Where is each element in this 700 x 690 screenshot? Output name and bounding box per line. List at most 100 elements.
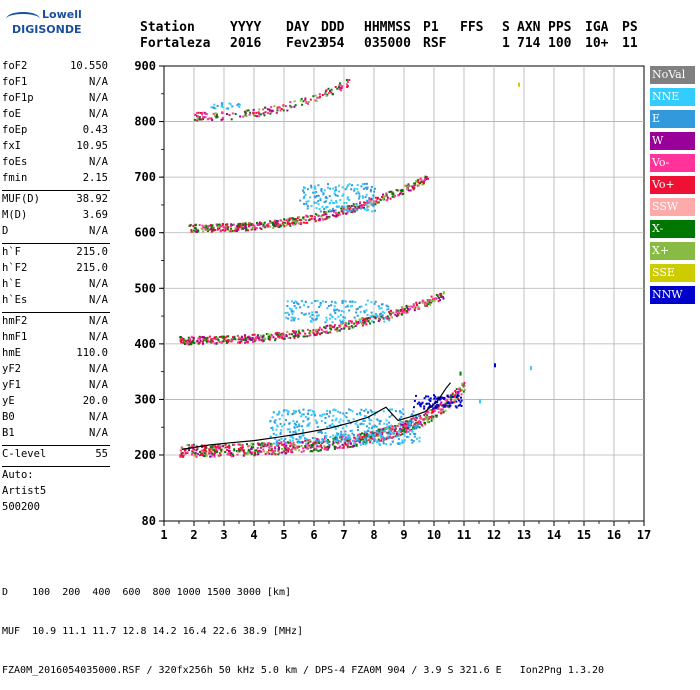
echo-point — [276, 109, 279, 112]
echo-point — [418, 426, 421, 429]
echo-point — [234, 229, 236, 232]
logo-line1: Lowell — [42, 8, 82, 21]
spread-echo-point — [368, 427, 371, 429]
spread-echo-point — [379, 316, 382, 319]
echo-point — [438, 296, 440, 299]
echo-point — [381, 432, 384, 435]
spread-echo-point — [291, 300, 293, 303]
echo-point — [192, 224, 195, 227]
echo-point — [450, 398, 453, 401]
echo-point — [297, 333, 300, 336]
spread-echo-point — [310, 320, 313, 323]
echo-point — [263, 114, 266, 117]
spread-echo-point — [370, 202, 373, 205]
echo-point — [198, 116, 201, 119]
echo-point — [316, 332, 319, 335]
spread-echo-point — [353, 316, 356, 319]
header-line1-col-10: IGA — [585, 20, 609, 35]
echo-point — [203, 336, 206, 339]
echo-point — [259, 446, 262, 449]
echo-point — [340, 435, 343, 438]
spread-echo-point — [388, 421, 391, 424]
spread-echo-point — [315, 314, 318, 317]
echo-point — [327, 331, 330, 334]
y-tick-label: 500 — [134, 281, 156, 295]
echo-point — [181, 341, 184, 344]
echo-point — [401, 433, 404, 436]
spread-echo-point — [354, 422, 357, 425]
echo-point — [198, 338, 201, 340]
echo-point — [404, 184, 407, 187]
echo-point — [276, 443, 279, 446]
y-tick-label: 800 — [134, 115, 156, 129]
echo-point — [267, 335, 270, 338]
spread-echo-point — [346, 209, 349, 212]
echo-point — [379, 428, 381, 431]
echo-point — [416, 421, 419, 424]
echo-point — [379, 199, 382, 201]
spread-echo-point — [348, 309, 351, 312]
spread-echo-point — [319, 197, 322, 200]
echo-point — [293, 223, 295, 226]
param-row: hmF2 N/A — [2, 315, 108, 331]
echo-point — [414, 417, 417, 420]
nnw-echo-point — [454, 405, 457, 408]
spread-echo-point — [402, 413, 405, 416]
nnw-echo-point — [423, 405, 426, 408]
echo-point — [418, 417, 421, 420]
spread-echo-point — [351, 304, 354, 307]
echo-point — [269, 220, 272, 223]
spread-echo-point — [413, 435, 416, 438]
spread-echo-point — [320, 190, 323, 193]
spread-echo-point — [333, 202, 336, 204]
echo-point — [291, 333, 293, 336]
echo-point — [269, 225, 272, 228]
param-key: h`Es — [2, 294, 28, 306]
spread-echo-point — [298, 428, 300, 431]
spread-echo-point — [349, 409, 352, 412]
spread-echo-point — [387, 425, 390, 428]
spread-echo-point — [361, 195, 364, 198]
echo-point — [243, 452, 246, 455]
echo-point — [318, 93, 321, 96]
echo-point — [388, 435, 391, 438]
echo-point — [331, 214, 334, 217]
echo-point — [240, 447, 243, 450]
echo-point — [325, 448, 328, 451]
echo-point — [194, 453, 197, 456]
spread-echo-point — [323, 413, 326, 416]
spread-echo-point — [314, 318, 317, 321]
echo-point — [385, 194, 388, 197]
echo-point — [293, 218, 296, 220]
echo-point — [361, 436, 364, 439]
spread-echo-point — [337, 184, 340, 187]
echo-point — [362, 440, 365, 443]
echo-point — [230, 118, 233, 121]
echo-point — [277, 449, 280, 452]
echo-point — [433, 299, 436, 302]
param-note: Artist5 — [2, 485, 47, 497]
echo-point — [312, 95, 315, 98]
echo-point — [427, 177, 429, 180]
spread-echo-point — [312, 412, 315, 415]
echo-point — [264, 106, 267, 109]
echo-point — [247, 445, 250, 448]
spread-echo-point — [323, 208, 326, 210]
isolated-echo-point — [530, 366, 532, 371]
echo-point — [264, 111, 267, 114]
echo-point — [217, 445, 220, 448]
param-row: h`Es N/A — [2, 294, 108, 310]
spread-echo-point — [357, 190, 360, 193]
param-note: 500200 — [2, 501, 40, 513]
spread-echo-point — [359, 320, 361, 322]
echo-point — [321, 214, 324, 217]
echo-point — [287, 448, 290, 451]
echo-point — [267, 112, 269, 115]
echo-point — [334, 86, 337, 88]
spread-echo-point — [368, 422, 371, 425]
echo-point — [314, 94, 317, 97]
echo-point — [238, 449, 241, 452]
spread-echo-point — [349, 305, 352, 308]
spread-echo-point — [289, 435, 292, 438]
echo-point — [213, 453, 215, 456]
